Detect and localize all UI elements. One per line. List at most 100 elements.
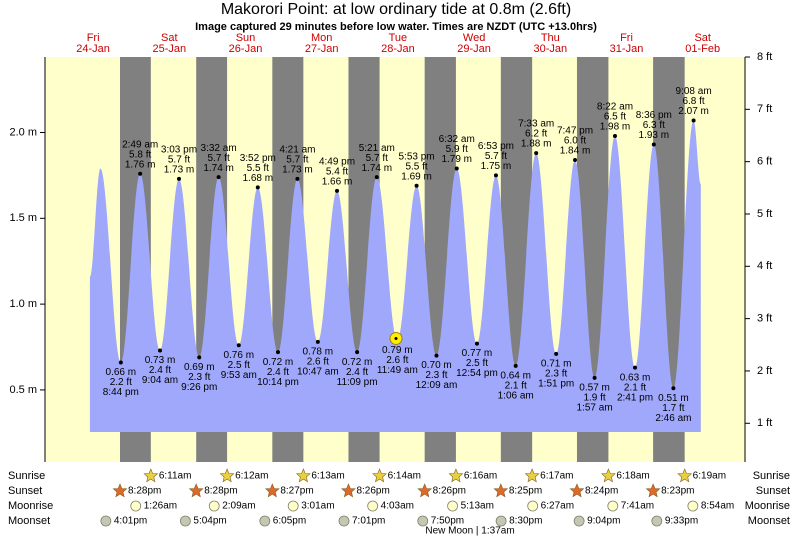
tide-label: 9:08 am: [676, 86, 712, 97]
y2-tick-label: 3 ft: [757, 313, 772, 325]
sun-icon: [569, 483, 585, 498]
moon-icon: [447, 500, 458, 512]
tide-label: 1.98 m: [600, 122, 631, 133]
tide-label: 1:06 am: [498, 391, 534, 402]
tide-label: 5.7 ft: [286, 154, 308, 165]
day-name: Wed: [463, 32, 485, 44]
sun-icon: [219, 468, 235, 483]
chart-subtitle: Image captured 29 minutes before low wat…: [195, 21, 597, 33]
tide-label: 2.3 ft: [545, 369, 567, 380]
tide-label: 8:22 am: [597, 102, 633, 113]
tide-label: 3:52 pm: [240, 153, 276, 164]
event-time: 3:01am: [301, 501, 334, 512]
tide-label: 12:54 pm: [456, 368, 498, 379]
tide-label: 1.68 m: [243, 173, 274, 184]
tide-point: [534, 151, 539, 156]
tide-label: 11:09 pm: [337, 377, 378, 388]
tide-point: [671, 386, 676, 391]
moon-icon: [100, 515, 112, 527]
tide-area: [89, 120, 701, 433]
row-label: Moonset: [748, 515, 790, 527]
event-time: 6:27am: [541, 501, 574, 512]
tide-label: 0.64 m: [500, 371, 531, 382]
tide-label: 5.7 ft: [366, 153, 388, 164]
tide-label: 1.74 m: [362, 163, 393, 174]
moon-icon: [180, 515, 191, 527]
event-time: 6:12am: [235, 471, 268, 482]
event-time: 8:25pm: [509, 486, 542, 497]
tide-label: 1.7 ft: [662, 403, 684, 414]
tide-point: [374, 175, 379, 180]
tide-label: 5:53 pm: [399, 151, 435, 162]
day-date: 01-Feb: [685, 43, 720, 55]
tide-label: 2:46 am: [655, 413, 691, 424]
sun-icon: [601, 468, 616, 483]
tide-point: [118, 360, 123, 365]
y-tick-label: 1.0 m: [9, 298, 37, 310]
moon-icon: [338, 515, 350, 527]
tide-label: 1.73 m: [164, 164, 195, 175]
tide-label: 6.2 ft: [525, 129, 547, 140]
tide-label: 1:51 pm: [538, 379, 574, 390]
tide-label: 1.76 m: [125, 159, 156, 170]
tide-label: 2.2 ft: [110, 377, 132, 388]
tide-label: 5.7 ft: [207, 153, 229, 164]
tide-label: 2:49 am: [122, 139, 158, 150]
row-label: Sunrise: [8, 470, 45, 482]
day-date: 24-Jan: [76, 43, 110, 55]
tide-point: [633, 365, 638, 370]
tide-point: [216, 175, 221, 180]
tide-point: [236, 343, 241, 348]
moon-icon: [573, 515, 585, 527]
tide-label: 2.4 ft: [149, 365, 171, 376]
event-time: 8:26pm: [356, 486, 389, 497]
sun-icon: [493, 483, 509, 498]
tide-label: 7:47 pm: [557, 126, 593, 137]
y-tick-label: 0.5 m: [9, 384, 37, 396]
y2-tick-label: 1 ft: [757, 417, 772, 429]
tide-label: 0.77 m: [462, 348, 493, 359]
event-time: 8:28pm: [204, 486, 237, 497]
tide-label: 6.8 ft: [682, 96, 704, 107]
tide-label: 6.3 ft: [643, 120, 665, 131]
tide-label: 1.84 m: [560, 146, 591, 157]
day-date: 27-Jan: [305, 43, 339, 55]
tide-point: [138, 171, 143, 176]
y2-tick-label: 6 ft: [757, 156, 772, 168]
tide-point: [275, 350, 280, 355]
tide-point: [493, 173, 498, 178]
sun-icon: [188, 483, 204, 498]
event-time: 6:17am: [540, 471, 573, 482]
event-time: 8:27pm: [280, 486, 313, 497]
moon-icon: [687, 500, 699, 512]
tide-label: 6.5 ft: [604, 112, 626, 123]
now-dot: [394, 336, 398, 340]
tide-point: [414, 183, 419, 188]
moon-icon: [495, 515, 507, 527]
tide-label: 1.69 m: [401, 171, 432, 182]
moon-icon: [367, 500, 379, 512]
tide-label: 3:32 am: [201, 143, 237, 154]
tide-point: [592, 375, 597, 380]
day-date: 31-Jan: [610, 43, 644, 55]
day-name: Sun: [236, 32, 256, 44]
tide-label: 7:33 am: [518, 119, 554, 130]
tide-label: 2.4 ft: [267, 367, 289, 378]
row-label: Moonrise: [8, 500, 53, 512]
sun-icon: [645, 483, 661, 498]
day-date: 25-Jan: [152, 43, 186, 55]
event-time: 1:26am: [144, 501, 177, 512]
sun-icon: [341, 483, 356, 498]
event-time: 6:05pm: [273, 516, 306, 527]
tide-point: [315, 339, 320, 344]
moon-icon: [130, 500, 142, 512]
tide-label: 1.79 m: [441, 154, 472, 165]
event-time: 8:24pm: [585, 486, 618, 497]
day-name: Fri: [87, 32, 100, 44]
sun-icon: [677, 468, 693, 483]
tide-label: 10:47 am: [297, 367, 339, 378]
sun-icon: [112, 483, 128, 498]
tide-label: 0.70 m: [421, 360, 452, 371]
tide-point: [474, 341, 479, 346]
